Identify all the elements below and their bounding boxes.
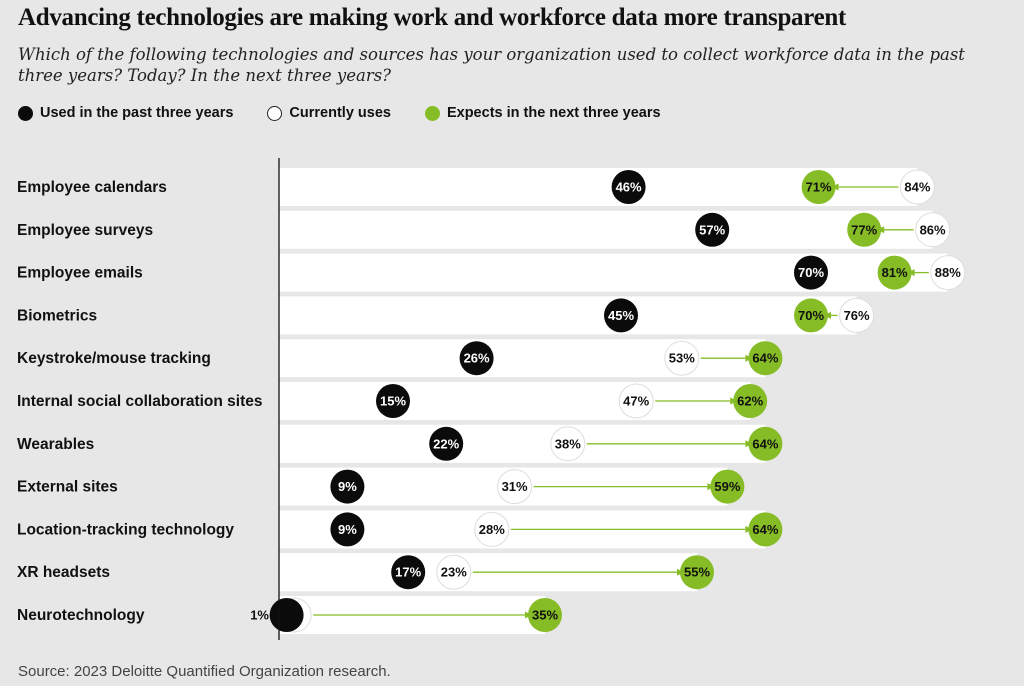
bar-track — [279, 210, 933, 249]
expected-value-label: 55% — [684, 565, 710, 580]
expected-value-label: 59% — [714, 479, 740, 494]
legend: Used in the past three years Currently u… — [18, 103, 695, 123]
expected-dot — [733, 384, 768, 418]
past-dot — [330, 469, 365, 504]
legend-label-expect: Expects in the next three years — [446, 105, 661, 121]
past-dot — [611, 170, 646, 204]
current-value-label: 38% — [555, 436, 581, 451]
category-label: XR headsets — [17, 564, 110, 581]
current-value-label: 53% — [669, 351, 695, 366]
past-value-label: 22% — [433, 436, 459, 451]
legend-swatch-current — [267, 105, 283, 121]
current-dot — [839, 297, 875, 333]
legend-item-expect: Expects in the next three years — [424, 105, 661, 121]
current-dot — [930, 255, 966, 291]
past-dot — [429, 426, 464, 461]
chart-subtitle: Which of the following technologies and … — [18, 45, 965, 85]
current-value-label: 86% — [920, 222, 946, 237]
expected-dot — [528, 598, 562, 632]
bar-track — [279, 296, 857, 335]
expected-value-label: 64% — [752, 522, 778, 537]
current-dot — [915, 212, 951, 248]
expected-dot — [748, 512, 783, 547]
current-value-label: 47% — [623, 394, 649, 409]
expected-dot — [847, 212, 882, 247]
category-label: Wearables — [17, 436, 94, 453]
expected-dot — [801, 170, 836, 204]
past-value-label: 46% — [616, 180, 642, 195]
past-dot — [391, 555, 426, 590]
chart-title: Advancing technologies are making work a… — [18, 4, 847, 31]
current-dot — [474, 511, 510, 547]
legend-label-current: Currently uses — [289, 105, 391, 121]
legend-swatch-past — [18, 105, 33, 121]
past-dot — [604, 298, 638, 333]
current-value-label: 84% — [904, 180, 930, 195]
past-value-label: 45% — [608, 308, 634, 323]
past-dot — [695, 212, 730, 247]
current-value-label: 23% — [441, 565, 467, 580]
past-value-label: 70% — [798, 265, 824, 280]
expected-dot — [748, 341, 783, 376]
expected-value-label: 77% — [851, 222, 877, 237]
past-value-label: 17% — [395, 565, 421, 580]
category-label: Location-tracking technology — [17, 521, 234, 538]
expected-dot — [710, 469, 745, 504]
category-label: Biometrics — [17, 307, 97, 324]
expected-dot — [748, 426, 783, 461]
expected-value-label: 64% — [752, 351, 778, 366]
current-dot — [618, 383, 654, 419]
expected-dot — [877, 255, 912, 290]
current-value-label: 31% — [502, 479, 528, 494]
past-dot — [459, 341, 494, 376]
past-dot — [269, 598, 304, 632]
dot-chart: Employee calendars 84% 71% 46% Employee surv… — [17, 158, 966, 640]
past-value-label: 9% — [338, 522, 357, 537]
current-dot — [899, 169, 935, 205]
past-dot — [376, 384, 410, 418]
past-value-label: 57% — [699, 222, 725, 237]
past-dot — [794, 255, 828, 290]
expected-value-label: 70% — [798, 308, 824, 323]
current-dot — [497, 469, 533, 505]
category-label: Internal social collaboration sites — [17, 393, 263, 410]
category-label: External sites — [17, 479, 118, 496]
category-label: Employee emails — [17, 265, 143, 282]
category-label: Employee calendars — [17, 179, 167, 196]
current-value-label: 76% — [844, 308, 870, 323]
current-dot — [436, 554, 472, 590]
expected-dot — [794, 298, 828, 333]
past-value-label: 1% — [250, 608, 269, 623]
current-value-label: 88% — [935, 265, 961, 280]
category-label: Neurotechnology — [17, 607, 145, 624]
past-value-label: 26% — [464, 351, 490, 366]
past-value-label: 15% — [380, 394, 406, 409]
past-dot — [330, 512, 365, 547]
current-dot — [550, 426, 586, 462]
legend-swatch-expect — [424, 105, 440, 121]
expected-value-label: 62% — [737, 394, 763, 409]
bar-track — [279, 253, 948, 292]
expected-value-label: 71% — [806, 180, 832, 195]
category-label: Keystroke/mouse tracking — [17, 350, 211, 367]
source-note: Source: 2023 Deloitte Quantified Organiz… — [18, 663, 391, 680]
category-label: Employee surveys — [17, 222, 153, 239]
expected-value-label: 64% — [752, 436, 778, 451]
legend-item-past: Used in the past three years — [18, 105, 233, 121]
past-value-label: 9% — [338, 479, 357, 494]
legend-label-past: Used in the past three years — [40, 105, 234, 121]
expected-value-label: 81% — [882, 265, 908, 280]
current-dot — [664, 340, 700, 376]
expected-dot — [680, 555, 714, 590]
legend-item-current: Currently uses — [267, 105, 391, 121]
expected-value-label: 35% — [532, 608, 558, 623]
current-value-label: 28% — [479, 522, 505, 537]
